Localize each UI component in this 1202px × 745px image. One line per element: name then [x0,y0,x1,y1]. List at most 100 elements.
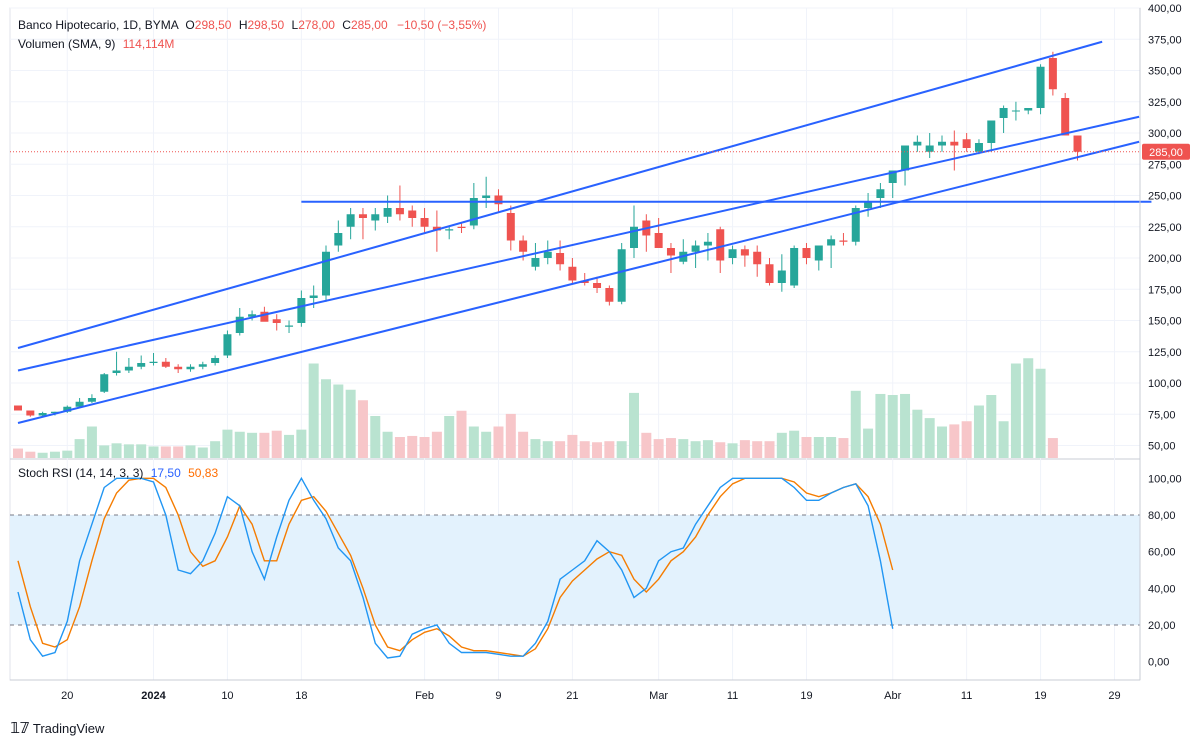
volume-bar [308,363,319,458]
price-tick-label: 75,00 [1148,409,1176,421]
volume-bar [555,441,566,458]
candle-body [75,401,84,407]
volume-legend: Volumen (SMA, 9) 114,114M [18,37,174,51]
volume-bar [74,439,85,458]
stoch-label: Stoch RSI (14, 14, 3, 3) [18,466,144,480]
candle-body [494,195,503,205]
time-tick-label: 21 [566,690,578,702]
candle-body [765,264,774,283]
candle-body [543,251,552,258]
candle-body [50,411,59,413]
close-value: 285,00 [350,18,388,32]
volume-bar [370,416,381,458]
stoch-d-value: 50,83 [188,466,219,480]
candle-body [445,229,454,231]
time-tick-label: 9 [495,690,501,702]
volume-bar [173,446,184,458]
open-value: 298,50 [194,18,232,32]
candle-body [469,198,478,226]
volume-bar [394,437,405,458]
candle-body [901,145,910,171]
candle-body [1061,98,1070,136]
candle-body [112,370,121,373]
volume-bar [653,439,664,458]
candle-body [777,270,786,283]
stoch-tick-label: 20,00 [1148,620,1176,632]
volume-bar [210,441,221,458]
volume-bar [530,439,541,458]
volume-bar [592,442,603,458]
candle-body [14,405,22,411]
volume-bar [875,393,886,458]
candle-body [297,298,306,323]
volume-bar [111,443,122,458]
volume-bar [505,413,516,458]
time-tick-label: 19 [800,690,812,702]
time-tick-label: 11 [961,690,972,702]
candle-body [568,266,577,281]
stoch-tick-label: 60,00 [1148,547,1176,559]
candle-body [987,120,996,143]
time-tick-label: 20 [61,690,73,702]
change-value: −10,50 (−3,55%) [396,18,487,32]
candle-body [322,251,330,296]
candle-body [666,248,675,256]
volume-bar [481,431,492,458]
volume-bar [887,395,898,458]
price-tick-label: 100,00 [1148,378,1182,390]
volume-bar [493,426,504,458]
volume-bar [333,384,344,458]
volume-bar [616,441,627,458]
volume-bar [123,444,134,458]
candle-body [285,325,294,327]
volume-bar [838,438,849,458]
volume-bar [900,393,911,458]
volume-bar [37,452,48,458]
volume-bar [813,437,824,458]
price-tag-label: 285,00 [1149,147,1183,159]
candle-body [420,218,429,227]
candle-body [888,170,897,183]
tradingview-brand[interactable]: 𝟙𝟟 TradingView [10,719,104,737]
candle-body [938,141,946,146]
candle-body [605,288,614,302]
candle-body [1011,110,1020,112]
volume-bar [456,410,467,458]
time-tick-label: 18 [295,690,307,702]
candle-body [1073,135,1082,152]
price-tick-label: 400,00 [1148,3,1182,15]
candle-body [63,406,72,412]
volume-bar [247,432,258,458]
candle-body [432,226,441,231]
volume-bar [937,426,947,458]
price-tick-label: 350,00 [1148,66,1182,78]
stoch-legend: Stoch RSI (14, 14, 3, 3) 17,50 50,83 [18,466,218,480]
candle-body [371,214,380,221]
volume-bar [690,441,701,458]
candle-body [223,334,232,356]
candle-body [740,249,749,256]
candle-body [753,251,762,265]
candle-body [716,229,725,261]
symbol-label: Banco Hipotecario, 1D, BYMA [18,18,179,32]
tradingview-logo-icon: 𝟙𝟟 [10,720,30,737]
volume-bar [321,379,331,458]
volume-bar [284,434,295,458]
candle-body [482,195,491,198]
volume-bar [1047,438,1058,458]
candle-body [248,314,257,317]
candle-body [519,240,528,252]
candle-body [691,245,700,252]
candle-body [161,361,170,367]
stoch-k-line [17,476,894,659]
volume-bar [764,441,775,458]
volume-bar [973,405,984,458]
candle-body [174,366,183,370]
candle-body [654,233,663,248]
volume-bar [1010,363,1021,458]
volume-bar [518,431,529,458]
candle-body [876,189,885,198]
candle-body [999,108,1008,118]
volume-bar [62,450,73,458]
